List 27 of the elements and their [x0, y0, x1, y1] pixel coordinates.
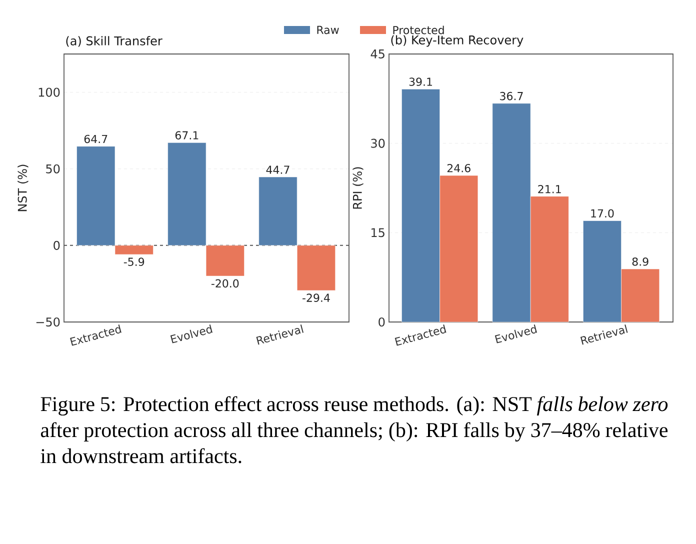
- y-tick-label: 45: [370, 50, 384, 58]
- y-tick-label: 50: [46, 164, 60, 174]
- data-label: 39.1: [409, 78, 432, 86]
- y-tick-label: −50: [36, 317, 60, 327]
- data-label: -20.0: [211, 279, 239, 288]
- legend-label: Protected: [393, 26, 444, 34]
- data-label: -29.4: [302, 294, 330, 302]
- y-axis-title: NST (%): [18, 164, 28, 212]
- data-label: 67.1: [175, 131, 198, 140]
- data-label: 24.6: [447, 164, 470, 172]
- y-tick-label: 0: [54, 240, 60, 250]
- chart-title: (b) Key-Item Recovery: [391, 35, 524, 47]
- data-label: 21.1: [538, 184, 561, 194]
- data-label: 64.7: [84, 134, 108, 144]
- data-label: 36.7: [500, 92, 523, 100]
- y-tick-label: 30: [371, 138, 385, 148]
- y-tick-label: 15: [372, 228, 384, 238]
- y-tick-label: 0: [378, 317, 385, 327]
- data-label: -5.9: [124, 258, 144, 266]
- data-label: 44.7: [266, 166, 290, 174]
- chart-title: (a) Skill Transfer: [66, 36, 162, 47]
- caption: Figure 5: Protection effect across reuse methods. (a): NST falls below zero after protection across all three channels; (b): RPI falls by 37–48% relative in downstream artifacts.: [40, 396, 668, 464]
- y-axis-title: RPI (%): [352, 167, 364, 209]
- data-label: 17.0: [591, 209, 614, 218]
- data-label: 8.9: [632, 257, 648, 266]
- legend-label: Raw: [317, 26, 339, 34]
- y-tick-label: 100: [38, 88, 60, 97]
